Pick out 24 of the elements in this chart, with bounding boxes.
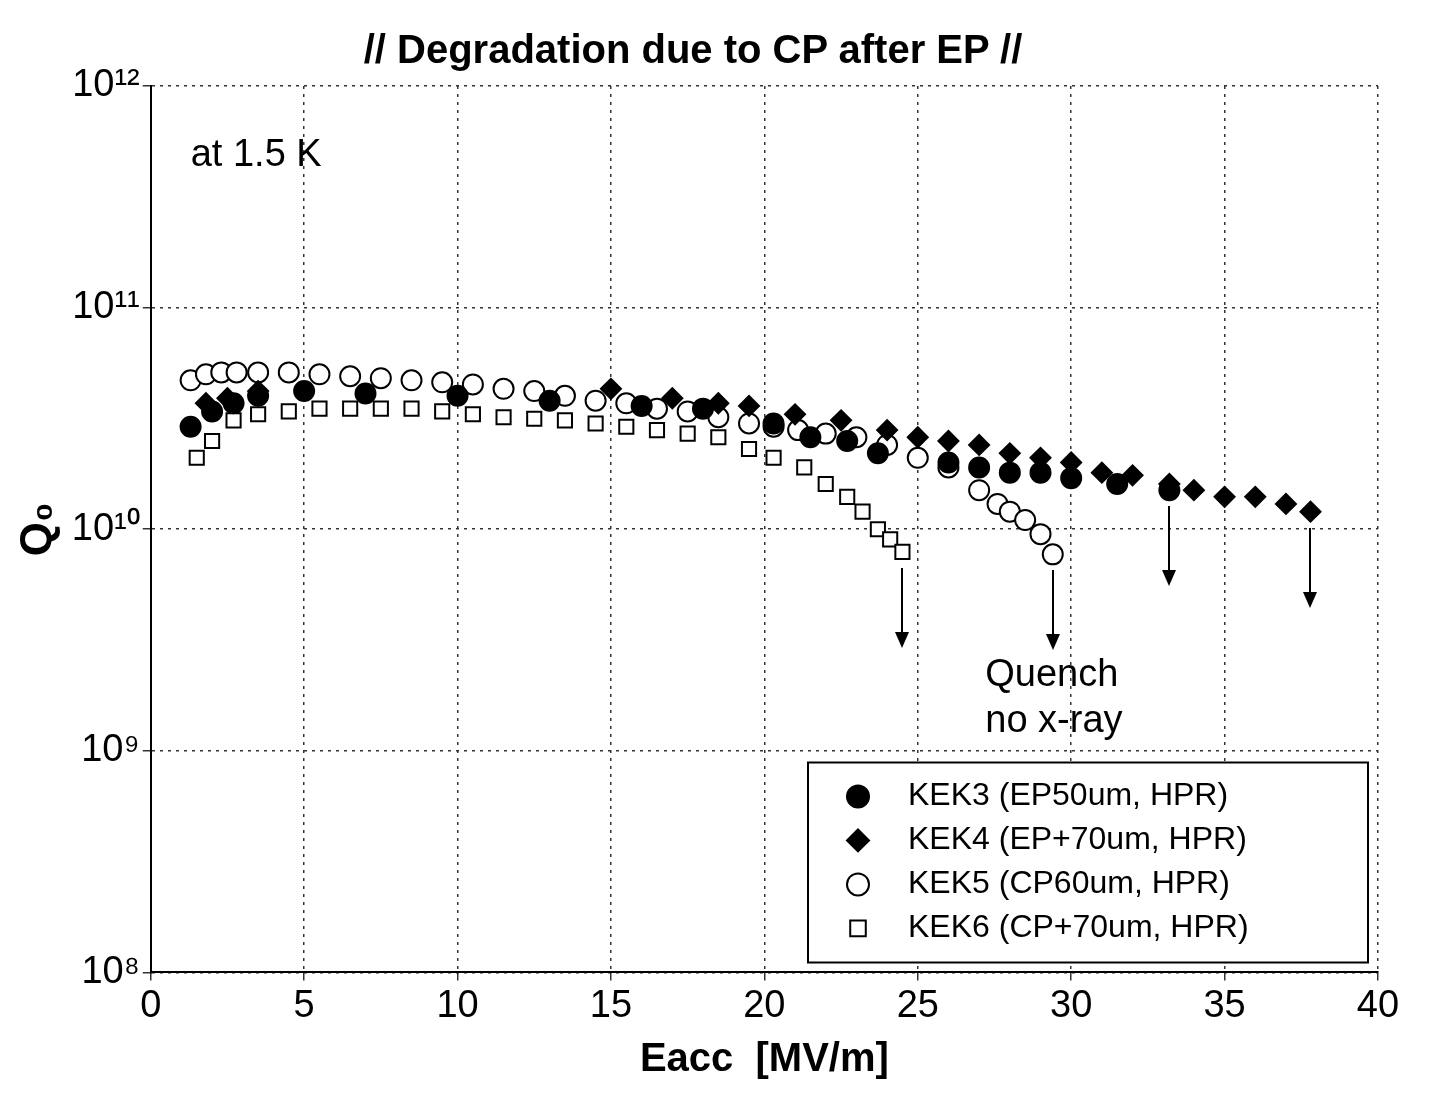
- legend-label: KEK4 (EP+70um, HPR): [908, 820, 1247, 857]
- annotation: at 1.5 K: [190, 132, 322, 175]
- y-tick-label: 10¹²: [72, 62, 140, 105]
- y-tick-label: 10⁸: [81, 948, 140, 991]
- legend-label: KEK6 (CP+70um, HPR): [908, 908, 1249, 945]
- x-tick-label: 35: [1203, 982, 1246, 1025]
- y-axis-title: Q₀: [10, 502, 60, 557]
- x-tick-label: 0: [140, 982, 162, 1025]
- legend-label: KEK5 (CP60um, HPR): [908, 864, 1230, 901]
- y-tick-label: 10¹⁰: [71, 505, 140, 548]
- x-tick-label: 20: [743, 982, 786, 1025]
- y-tick-label: 10⁹: [81, 727, 140, 770]
- annotation: no x-ray: [985, 697, 1123, 740]
- legend-label: KEK3 (EP50um, HPR): [908, 776, 1229, 813]
- x-tick-label: 30: [1050, 982, 1093, 1025]
- y-tick-label: 10¹¹: [72, 284, 140, 327]
- chart-title: // Degradation due to CP after EP //: [363, 27, 1023, 72]
- x-tick-label: 25: [896, 982, 939, 1025]
- x-tick-label: 15: [589, 982, 633, 1025]
- x-tick-label: 40: [1356, 982, 1400, 1025]
- x-tick-label: 10: [436, 982, 479, 1025]
- annotation: Quench: [985, 651, 1119, 694]
- x-axis-title: Eacc [MV/m]: [639, 1035, 889, 1080]
- x-tick-label: 5: [293, 982, 315, 1025]
